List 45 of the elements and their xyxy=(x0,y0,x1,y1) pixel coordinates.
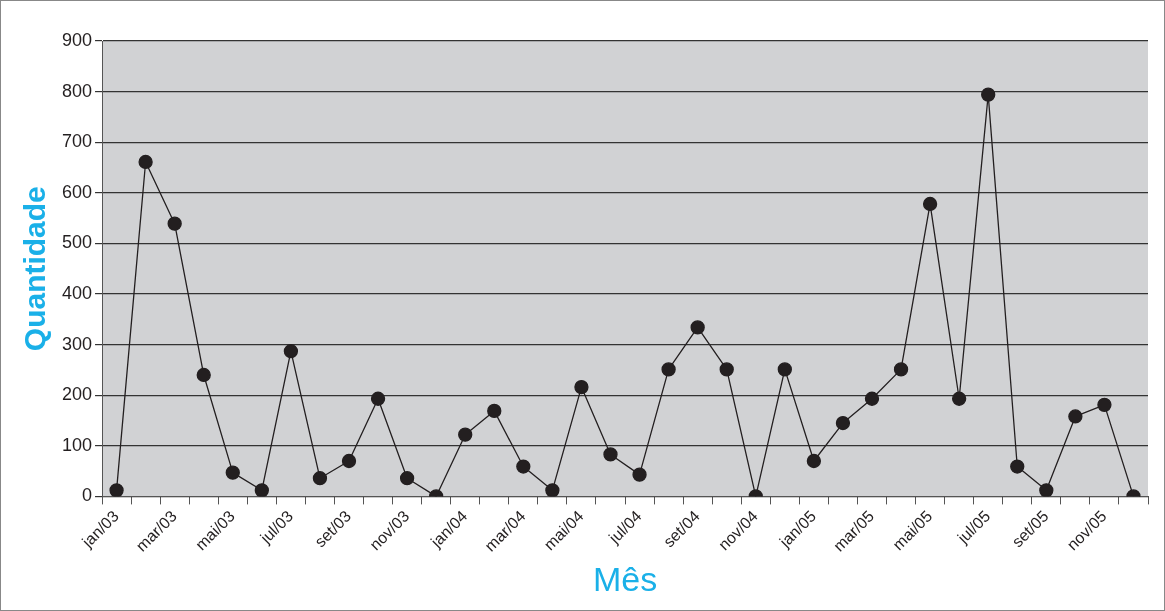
y-tick-label: 300 xyxy=(61,333,93,354)
point xyxy=(225,465,240,480)
y-tick-label: 500 xyxy=(61,232,93,253)
point xyxy=(487,403,502,419)
point xyxy=(138,154,153,170)
point xyxy=(777,362,792,377)
point xyxy=(690,320,705,335)
point xyxy=(719,362,734,377)
point xyxy=(661,362,676,377)
y-tick-label: 0 xyxy=(82,485,93,506)
point xyxy=(254,483,269,497)
point xyxy=(603,447,618,462)
point xyxy=(981,87,996,102)
point xyxy=(109,483,124,497)
point xyxy=(922,196,938,212)
y-axis-title: Quantidade xyxy=(18,186,52,352)
point xyxy=(545,483,560,497)
point xyxy=(283,344,299,359)
y-tick-label: 200 xyxy=(61,384,93,405)
x-axis-title: Mês xyxy=(592,559,658,598)
y-tick-label: 900 xyxy=(61,29,93,50)
y-tick-label: 600 xyxy=(61,181,93,202)
point xyxy=(370,391,386,406)
point xyxy=(632,467,647,482)
point xyxy=(516,459,531,474)
point xyxy=(458,427,473,442)
point xyxy=(1010,459,1025,474)
point xyxy=(835,415,851,431)
point xyxy=(806,453,822,469)
point xyxy=(1039,483,1054,497)
point xyxy=(399,471,415,486)
y-tick-label: 700 xyxy=(61,131,93,152)
y-tick-label: 400 xyxy=(61,282,93,303)
point xyxy=(167,216,182,231)
y-tick-label: 800 xyxy=(61,80,93,101)
point xyxy=(952,391,967,406)
point xyxy=(1097,397,1112,412)
point xyxy=(1068,409,1083,424)
y-tick-label: 100 xyxy=(61,434,93,455)
point xyxy=(574,379,589,395)
point xyxy=(893,362,909,377)
point xyxy=(864,391,880,406)
point xyxy=(341,453,357,469)
point xyxy=(312,471,328,486)
point xyxy=(196,367,211,383)
